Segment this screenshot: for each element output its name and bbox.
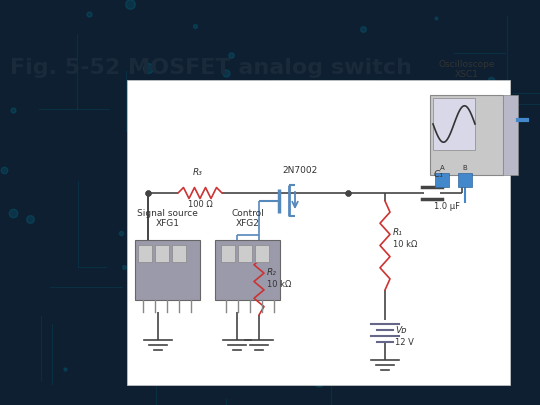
Text: R₁: R₁ <box>393 228 403 237</box>
Polygon shape <box>135 240 200 300</box>
Text: 10 kΩ: 10 kΩ <box>393 240 417 249</box>
Polygon shape <box>435 173 449 187</box>
Polygon shape <box>138 245 152 262</box>
Text: 100 Ω: 100 Ω <box>187 200 212 209</box>
Text: 1.0 μF: 1.0 μF <box>434 202 460 211</box>
Polygon shape <box>255 245 269 262</box>
Text: R₂: R₂ <box>267 268 277 277</box>
Text: A: A <box>440 165 444 171</box>
Polygon shape <box>458 173 472 187</box>
Polygon shape <box>503 95 518 175</box>
Polygon shape <box>127 80 510 385</box>
Text: R₃: R₃ <box>193 168 203 177</box>
Polygon shape <box>238 245 252 262</box>
Text: Oscilloscope
XSC1: Oscilloscope XSC1 <box>438 60 495 79</box>
Text: Signal source
XFG1: Signal source XFG1 <box>137 209 198 228</box>
Text: Fig. 5-52 MOSFET analog switch: Fig. 5-52 MOSFET analog switch <box>10 58 412 78</box>
Text: Control
XFG2: Control XFG2 <box>231 209 264 228</box>
Text: C₁: C₁ <box>434 170 444 179</box>
Text: 12 V: 12 V <box>395 338 414 347</box>
Polygon shape <box>155 245 169 262</box>
Text: 2N7002: 2N7002 <box>282 166 318 175</box>
Text: B: B <box>463 165 468 171</box>
Polygon shape <box>172 245 186 262</box>
Polygon shape <box>215 240 280 300</box>
Polygon shape <box>433 98 475 150</box>
Polygon shape <box>430 95 503 175</box>
Text: Vᴅ: Vᴅ <box>395 326 407 335</box>
Text: 10 kΩ: 10 kΩ <box>267 280 292 289</box>
Polygon shape <box>221 245 235 262</box>
